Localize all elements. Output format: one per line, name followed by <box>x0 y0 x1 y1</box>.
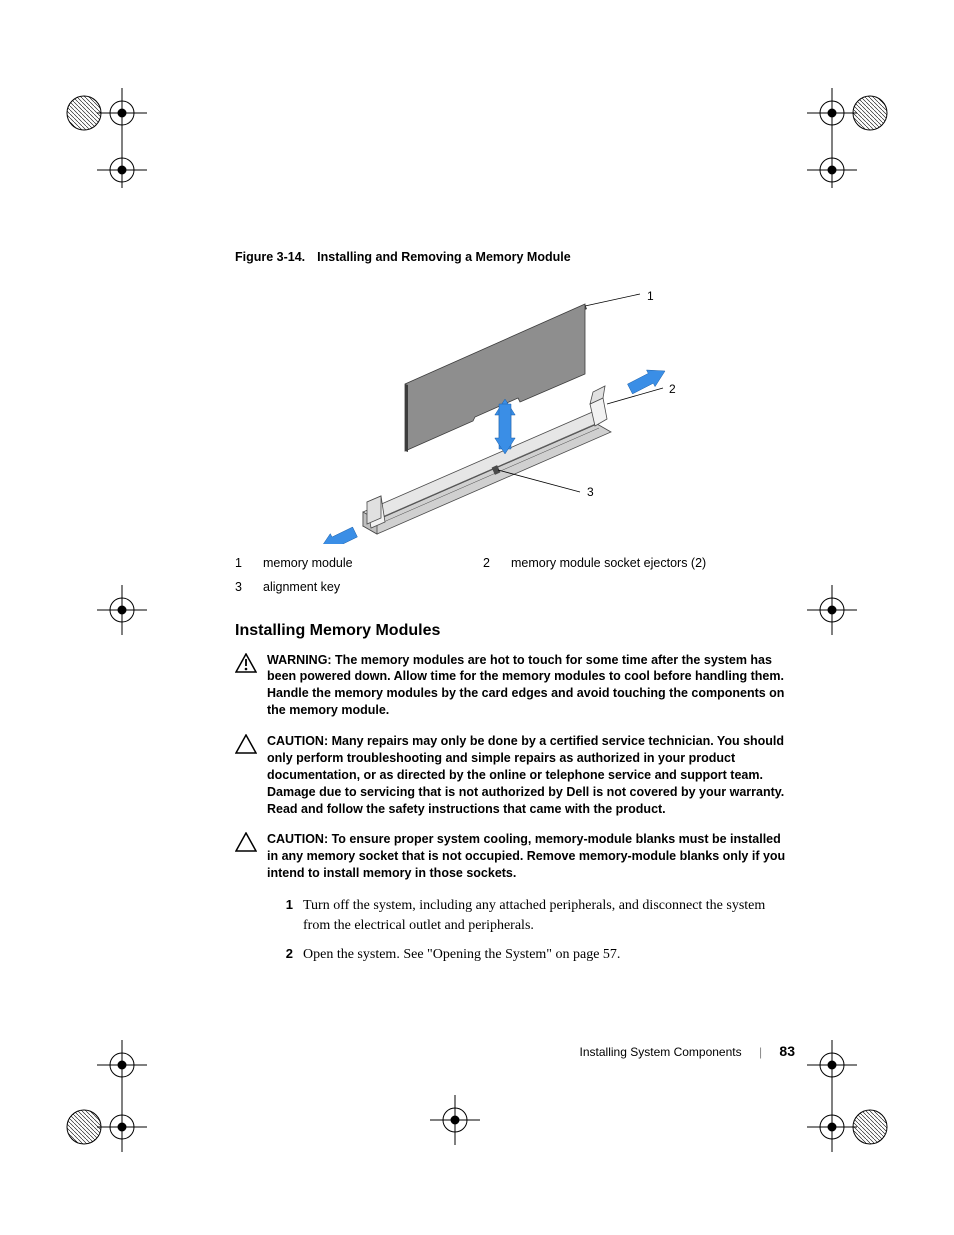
page-footer: Installing System Components | 83 <box>235 1043 795 1059</box>
warning-label: WARNING: <box>267 653 332 667</box>
warning-body: The memory modules are hot to touch for … <box>267 653 784 718</box>
caution-2-label: CAUTION: <box>267 832 328 846</box>
figure-leader-2-label: 2 <box>669 382 676 396</box>
step-2-num: 2 <box>269 945 303 965</box>
callout-3-text: alignment key <box>263 576 483 600</box>
callout-2-num: 2 <box>483 552 511 576</box>
warning-icon <box>235 652 267 720</box>
step-1-num: 1 <box>269 896 303 935</box>
step-1-text: Turn off the system, including any attac… <box>303 896 795 935</box>
caution-1-body: Many repairs may only be done by a certi… <box>267 734 784 816</box>
callout-1-num: 1 <box>235 552 263 576</box>
footer-page-number: 83 <box>779 1043 795 1059</box>
warning-text: WARNING: The memory modules are hot to t… <box>267 652 795 720</box>
cropmark-left-mid <box>62 580 172 640</box>
figure-callout-table: 1 memory module 2 memory module socket e… <box>235 552 795 600</box>
figure-caption: Figure 3-14. Installing and Removing a Me… <box>235 250 795 264</box>
step-2: 2 Open the system. See "Opening the Syst… <box>269 945 795 965</box>
callout-1-text: memory module <box>263 552 483 576</box>
step-2-text: Open the system. See "Opening the System… <box>303 945 795 965</box>
cropmark-bottom-left <box>62 1035 172 1165</box>
cropmark-bottom-right <box>782 1035 892 1165</box>
callout-2-text: memory module socket ejectors (2) <box>511 552 795 576</box>
figure-leader-1-label: 1 <box>647 289 654 303</box>
figure-leader-3-label: 3 <box>587 485 594 499</box>
caution-2-body: To ensure proper system cooling, memory-… <box>267 832 785 880</box>
callout-3-num: 3 <box>235 576 263 600</box>
warning-alert: WARNING: The memory modules are hot to t… <box>235 652 795 720</box>
footer-section: Installing System Components <box>580 1045 742 1059</box>
caution-2-text: CAUTION: To ensure proper system cooling… <box>267 831 795 882</box>
caution-1-label: CAUTION: <box>267 734 328 748</box>
figure-title: Installing and Removing a Memory Module <box>317 250 571 264</box>
caution-icon <box>235 733 267 817</box>
figure-number: Figure 3-14. <box>235 250 305 264</box>
cropmark-right-mid <box>782 580 892 640</box>
caution-1-text: CAUTION: Many repairs may only be done b… <box>267 733 795 817</box>
footer-divider: | <box>759 1045 762 1059</box>
caution-alert-2: CAUTION: To ensure proper system cooling… <box>235 831 795 882</box>
figure-diagram: 1 2 3 <box>235 274 795 544</box>
caution-alert-1: CAUTION: Many repairs may only be done b… <box>235 733 795 817</box>
step-list: 1 Turn off the system, including any att… <box>269 896 795 965</box>
page-content: Figure 3-14. Installing and Removing a Me… <box>235 250 795 975</box>
cropmark-top-left <box>62 78 172 188</box>
section-heading: Installing Memory Modules <box>235 622 795 640</box>
cropmark-top-right <box>782 78 892 188</box>
step-1: 1 Turn off the system, including any att… <box>269 896 795 935</box>
cropmark-bottom-mid <box>400 1090 510 1150</box>
caution-icon <box>235 831 267 882</box>
